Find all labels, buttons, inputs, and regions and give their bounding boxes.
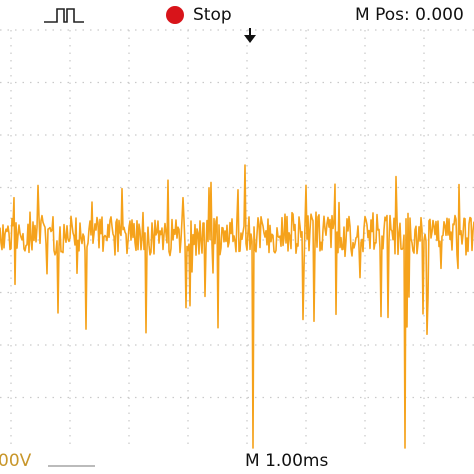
channel-scale: 00V [0, 451, 32, 471]
stop-indicator [166, 6, 184, 24]
top-bar: Stop M Pos: 0.000 [44, 5, 464, 43]
signal-trace [0, 164, 474, 449]
timebase: M 1.00ms [245, 451, 328, 471]
run-state: Stop [193, 5, 232, 25]
bottom-bar: 00V M 1.00ms [0, 451, 328, 471]
horizontal-position: M Pos: 0.000 [355, 5, 464, 25]
trigger-position-marker [244, 28, 256, 43]
trigger-icon [44, 8, 84, 23]
